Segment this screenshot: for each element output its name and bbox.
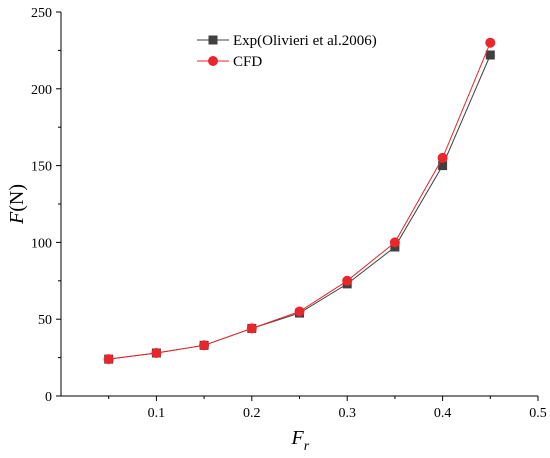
y-axis-title-symbol: F	[6, 211, 28, 225]
legend-item: CFD	[197, 54, 262, 70]
data-point	[485, 50, 495, 60]
legend-label: Exp(Olivieri et al.2006)	[233, 33, 377, 49]
y-tick-label: 50	[38, 313, 52, 328]
axis-ticks: 0 50 100 150 200 250 0.1 0.2 0.3 0.4 0.5	[31, 6, 547, 421]
y-tick-label: 100	[31, 236, 52, 251]
data-point	[199, 340, 210, 351]
x-axis-title-symbol: F	[291, 427, 305, 449]
data-point	[103, 354, 114, 365]
data-point	[151, 347, 162, 358]
x-axis-title-subscript: r	[304, 439, 310, 454]
legend-label: CFD	[233, 54, 262, 70]
legend: Exp(Olivieri et al.2006) CFD	[197, 33, 377, 70]
data-series	[103, 37, 496, 365]
x-tick-label: 0.4	[434, 406, 452, 421]
x-axis-title: Fr	[291, 427, 310, 454]
data-point	[246, 323, 257, 334]
y-tick-label: 150	[31, 160, 52, 175]
data-point	[438, 161, 448, 171]
axes	[60, 12, 538, 397]
data-point	[389, 237, 400, 248]
series-exp	[104, 50, 495, 364]
legend-item: Exp(Olivieri et al.2006)	[197, 33, 377, 49]
y-axis-title-unit: (N)	[6, 184, 28, 212]
x-tick-label: 0.1	[148, 406, 166, 421]
data-point	[342, 275, 353, 286]
legend-circle-marker	[208, 56, 218, 66]
data-point	[485, 37, 496, 48]
x-tick-label: 0.3	[338, 406, 356, 421]
series-cfd	[103, 37, 496, 365]
y-tick-label: 250	[31, 6, 52, 21]
y-tick-label: 200	[31, 83, 52, 98]
data-point	[294, 306, 305, 317]
data-point	[437, 152, 448, 163]
y-axis-title: F(N)	[6, 184, 28, 225]
x-tick-label: 0.5	[529, 406, 547, 421]
x-tick-label: 0.2	[243, 406, 261, 421]
y-tick-label: 0	[45, 390, 52, 405]
legend-square-marker	[208, 35, 218, 45]
